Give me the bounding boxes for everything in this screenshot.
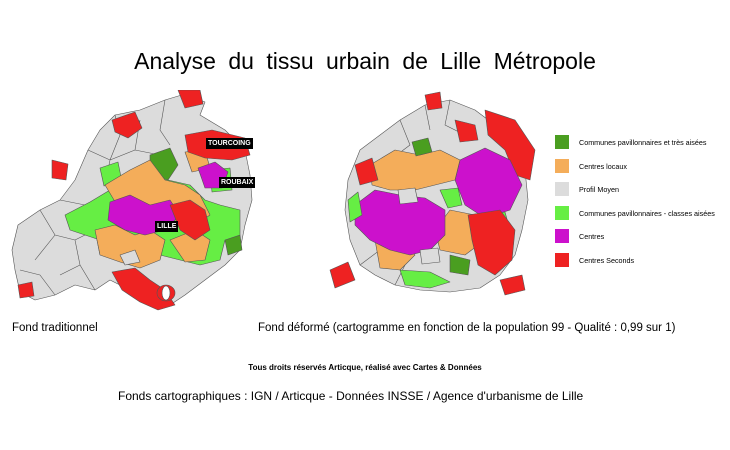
legend-label: Communes pavillonnaires - classes aisées <box>579 208 715 218</box>
legend-label: Profil Moyen <box>579 185 619 194</box>
legend-swatch <box>555 229 569 243</box>
legend-item-classes-aisees: Communes pavillonnaires - classes aisées <box>555 205 730 230</box>
legend-swatch <box>555 158 569 173</box>
city-label-tourcoing: TOURCOING <box>206 138 253 149</box>
legend-label: Centres locaux <box>579 161 627 171</box>
caption-traditional: Fond traditionnel <box>12 322 98 334</box>
legend-item-centres-locaux: Centres locaux <box>555 158 730 183</box>
traditional-map <box>11 90 253 311</box>
legend-item-communes-aisees: Communes pavillonnaires et très aisées <box>555 135 730 159</box>
legend-swatch <box>555 182 569 196</box>
deformed-map <box>329 91 536 296</box>
legend-item-profil-moyen: Profil Moyen <box>555 182 730 206</box>
city-label-roubaix: ROUBAIX <box>219 177 256 188</box>
legend-label: Centres Seconds <box>579 255 635 265</box>
legend-item-centres-seconds: Centres Seconds <box>555 252 730 277</box>
city-label-lille: LILLE <box>155 221 179 232</box>
legend-item-centres: Centres <box>555 229 730 253</box>
legend-swatch <box>555 205 569 220</box>
sources-notice: Fonds cartographiques : IGN / Articque -… <box>118 389 584 403</box>
page-title: Analyse du tissu urbain de Lille Métropo… <box>134 48 596 74</box>
caption-deformed: Fond déformé (cartogramme en fonction de… <box>258 322 676 334</box>
legend: Communes pavillonnaires et très aisées C… <box>555 135 730 276</box>
rights-notice: Tous droits réservés Articque, réalisé a… <box>248 363 482 372</box>
legend-label: Centres <box>579 232 605 241</box>
legend-label: Communes pavillonnaires et très aisées <box>579 138 707 147</box>
legend-swatch <box>555 252 569 267</box>
legend-swatch <box>555 135 569 149</box>
traditional-map-symbol <box>156 284 176 302</box>
